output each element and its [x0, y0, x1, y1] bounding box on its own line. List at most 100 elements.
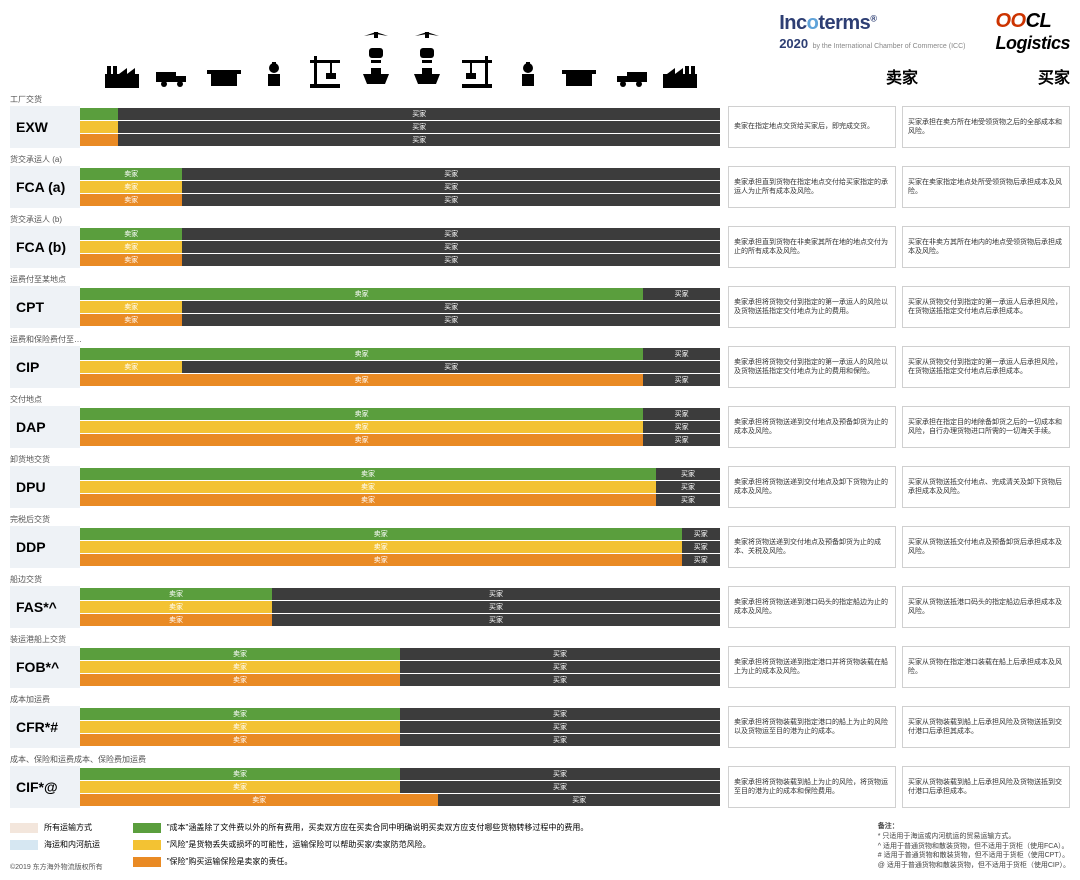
term-block: 交付地点DAP卖家买家卖家买家卖家买家卖家承担将货物送递到交付地点及预备卸货为止…	[10, 394, 1070, 448]
term-block: 完税后交货DDP卖家买家卖家买家卖家买家卖家将货物送递到交付地点及预备卸货为止的…	[10, 514, 1070, 568]
bar-line: 卖家买家	[80, 181, 720, 193]
bars-col: 卖家买家卖家买家卖家买家	[80, 706, 720, 748]
bar-segment: 买家	[682, 528, 720, 540]
descs: 卖家承担将货物交付到指定的第一承运人的风险以及货物送抵指定交付地点为止的费用。买…	[728, 286, 1070, 328]
bar-line: 卖家买家	[80, 661, 720, 673]
term-code: CIF*@	[10, 766, 80, 808]
bars-col: 卖家买家卖家买家卖家买家	[80, 346, 720, 388]
bar-segment: 买家	[182, 241, 720, 253]
term-code: CFR*#	[10, 706, 80, 748]
swatch-sea	[10, 840, 38, 850]
term-row: CIP卖家买家卖家买家卖家买家卖家承担将货物交付到指定的第一承运人的风险以及货物…	[10, 346, 1070, 388]
term-title: 成本、保险和运费成本、保险费加运费	[10, 754, 1070, 765]
terms-container: 工厂交货EXW买家买家买家卖家在指定地点交货给买家后，即完成交货。买家承担在卖方…	[10, 94, 1070, 808]
term-block: 船边交货FAS*^卖家买家卖家买家卖家买家卖家承担将货物送递到港口码头的指定船边…	[10, 574, 1070, 628]
bar-line: 卖家买家	[80, 168, 720, 180]
buyer-desc: 买家从货物在指定港口装载在船上后承担成本及风险。	[902, 646, 1070, 688]
bar-segment: 卖家	[80, 348, 643, 360]
bar-segment: 卖家	[80, 228, 182, 240]
buyer-desc: 买家在非卖方其所在地内的地点受领货物后承担成本及风险。	[902, 226, 1070, 268]
bar-segment: 买家	[182, 301, 720, 313]
descs: 卖家承担将货物送递到交付地点及预备卸货为止的成本及风险。买家承担在指定目的地除备…	[728, 406, 1070, 448]
bars-col: 卖家买家卖家买家卖家买家	[80, 286, 720, 328]
bar-line: 卖家买家	[80, 314, 720, 326]
term-title: 装运港船上交货	[10, 634, 1070, 645]
buyer-desc: 买家从货物装载到船上后承担风险及货物送抵到交付港口后承担其成本。	[902, 706, 1070, 748]
descs: 卖家将货物送递到交付地点及预备卸货为止的成本、关税及风险。买家从货物送抵交付地点…	[728, 526, 1070, 568]
bar-line: 卖家买家	[80, 374, 720, 386]
term-row: CPT卖家买家卖家买家卖家买家卖家承担将货物交付到指定的第一承运人的风险以及货物…	[10, 286, 1070, 328]
seller-desc: 卖家承担将货物交付到指定的第一承运人的风险以及货物送抵指定交付地点为止的费用。	[728, 286, 896, 328]
term-title: 货交承运人 (b)	[10, 214, 1070, 225]
bar-segment: 卖家	[80, 168, 182, 180]
descs: 卖家承担将货物装载到指定港口的船上为止的风险以及货物运至目的港为止的成本。买家从…	[728, 706, 1070, 748]
truck-icon	[151, 20, 195, 88]
term-code: FOB*^	[10, 646, 80, 688]
bar-line: 卖家买家	[80, 468, 720, 480]
bar-line: 卖家买家	[80, 194, 720, 206]
term-row: CFR*#卖家买家卖家买家卖家买家卖家承担将货物装载到指定港口的船上为止的风险以…	[10, 706, 1070, 748]
bar-line: 卖家买家	[80, 554, 720, 566]
bar-segment: 卖家	[80, 301, 182, 313]
bar-line: 卖家买家	[80, 228, 720, 240]
term-title: 交付地点	[10, 394, 1070, 405]
bar-segment: 买家	[182, 361, 720, 373]
legend: 所有运输方式 海运和内河航运 ©2019 东方海外物流版权所有 "成本"涵盖除了…	[10, 822, 1070, 872]
bar-segment: 买家	[643, 408, 720, 420]
legend-sea-modes: 海运和内河航运	[10, 839, 103, 850]
term-title: 货交承运人 (a)	[10, 154, 1070, 165]
bar-segment: 卖家	[80, 588, 272, 600]
bar-segment: 买家	[400, 781, 720, 793]
bar-segment: 卖家	[80, 408, 643, 420]
descs: 卖家承担将货物送递到指定港口并将货物装载在船上为止的成本及风险。买家从货物在指定…	[728, 646, 1070, 688]
bar-line: 卖家买家	[80, 794, 720, 806]
bar-segment	[80, 108, 118, 120]
bar-segment: 卖家	[80, 794, 438, 806]
bar-segment: 卖家	[80, 468, 656, 480]
seller-desc: 卖家承担将货物交付到指定的第一承运人的风险以及货物送抵指定交付地点为止的费用和保…	[728, 346, 896, 388]
bars-col: 卖家买家卖家买家卖家买家	[80, 466, 720, 508]
bar-line: 卖家买家	[80, 494, 720, 506]
term-code: FAS*^	[10, 586, 80, 628]
buyer-desc: 买家从货物送抵交付地点、完成清关及卸下货物后承担成本及风险。	[902, 466, 1070, 508]
legend-green: "成本"涵盖除了文件费以外的所有费用，买卖双方应在买卖合同中明确说明买卖双方应支…	[133, 822, 589, 833]
seller-desc: 卖家承担将货物装载到指定港口的船上为止的风险以及货物运至目的港为止的成本。	[728, 706, 896, 748]
descs: 卖家承担将货物交付到指定的第一承运人的风险以及货物送抵指定交付地点为止的费用和保…	[728, 346, 1070, 388]
bar-line: 卖家买家	[80, 721, 720, 733]
bar-line: 买家	[80, 134, 720, 146]
term-code: FCA (b)	[10, 226, 80, 268]
seller-desc: 卖家承担将货物送递到交付地点及预备卸货为止的成本及风险。	[728, 406, 896, 448]
copyright: ©2019 东方海外物流版权所有	[10, 862, 103, 872]
bar-segment: 卖家	[80, 674, 400, 686]
bar-segment: 卖家	[80, 661, 400, 673]
bar-segment: 卖家	[80, 601, 272, 613]
bar-line: 卖家买家	[80, 648, 720, 660]
term-block: 工厂交货EXW买家买家买家卖家在指定地点交货给买家后，即完成交货。买家承担在卖方…	[10, 94, 1070, 148]
crane-dest-icon	[455, 20, 499, 88]
bars-col: 买家买家买家	[80, 106, 720, 148]
swatch-green	[133, 823, 161, 833]
term-code: FCA (a)	[10, 166, 80, 208]
term-title: 船边交货	[10, 574, 1070, 585]
bar-segment: 买家	[118, 108, 720, 120]
bars-col: 卖家买家卖家买家卖家买家	[80, 526, 720, 568]
logos: Incoterms® 2020 by the International Cha…	[779, 10, 1070, 88]
seller-desc: 卖家承担将货物送递到指定港口并将货物装载在船上为止的成本及风险。	[728, 646, 896, 688]
legend-orange: "保险"购买运输保险是卖家的责任。	[133, 856, 589, 867]
bar-segment: 买家	[438, 794, 720, 806]
buyer-desc: 买家从货物交付到指定的第一承运人后承担风险，在货物送抵指定交付地点后承担成本。	[902, 286, 1070, 328]
bar-segment: 买家	[643, 288, 720, 300]
bar-line: 买家	[80, 108, 720, 120]
oocl-logo: OOCL Logistics	[995, 10, 1070, 54]
bar-line: 卖家买家	[80, 481, 720, 493]
bar-segment: 买家	[182, 194, 720, 206]
bar-segment: 卖家	[80, 721, 400, 733]
seller-desc: 卖家承担将货物装载到船上为止的风险，将货物运至目的港为止的成本和保险费用。	[728, 766, 896, 808]
seller-desc: 卖家承担直到货物在非卖家其所在地的地点交付为止的所有成本及风险。	[728, 226, 896, 268]
bars-col: 卖家买家卖家买家卖家买家	[80, 646, 720, 688]
bar-line: 卖家买家	[80, 408, 720, 420]
swatch-all	[10, 823, 38, 833]
buyer-desc: 买家从货物装载到船上后承担风险及货物送抵到交付港口后承担成本。	[902, 766, 1070, 808]
term-row: FOB*^卖家买家卖家买家卖家买家卖家承担将货物送递到指定港口并将货物装载在船上…	[10, 646, 1070, 688]
bar-segment	[80, 121, 118, 133]
